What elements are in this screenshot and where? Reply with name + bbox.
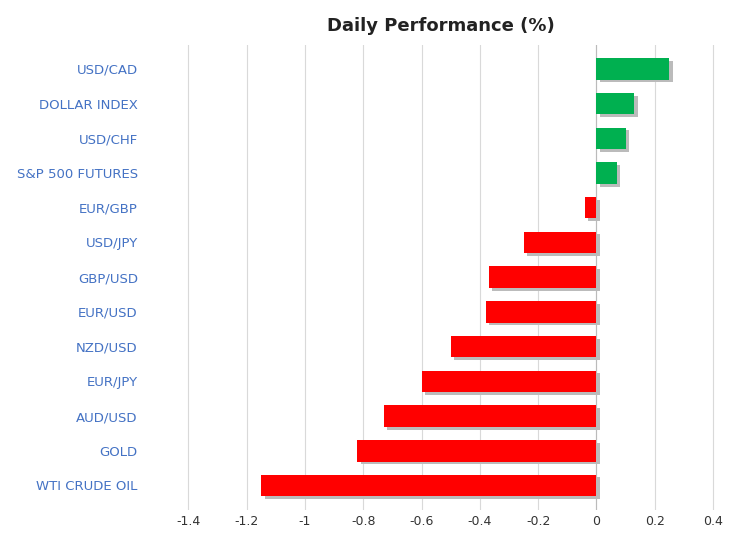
Bar — [384, 405, 596, 427]
Bar — [596, 128, 626, 149]
Bar — [422, 371, 596, 392]
Bar — [492, 269, 600, 290]
Bar — [588, 200, 600, 221]
Bar — [454, 338, 600, 360]
Bar — [387, 408, 600, 429]
Bar — [425, 373, 600, 395]
Bar — [600, 130, 629, 152]
Bar — [489, 267, 596, 288]
Bar — [596, 58, 669, 80]
Bar — [585, 197, 596, 219]
Bar — [489, 304, 600, 325]
Bar — [486, 301, 596, 323]
Bar — [358, 440, 596, 462]
Bar — [361, 443, 600, 464]
Bar — [265, 477, 600, 499]
Bar — [600, 165, 620, 186]
Title: Daily Performance (%): Daily Performance (%) — [327, 17, 554, 35]
Bar — [527, 234, 600, 256]
Bar — [596, 162, 617, 184]
Bar — [451, 336, 596, 358]
Bar — [523, 232, 596, 253]
Bar — [596, 93, 634, 114]
Bar — [600, 95, 638, 117]
Bar — [261, 475, 596, 496]
Bar — [600, 61, 672, 82]
